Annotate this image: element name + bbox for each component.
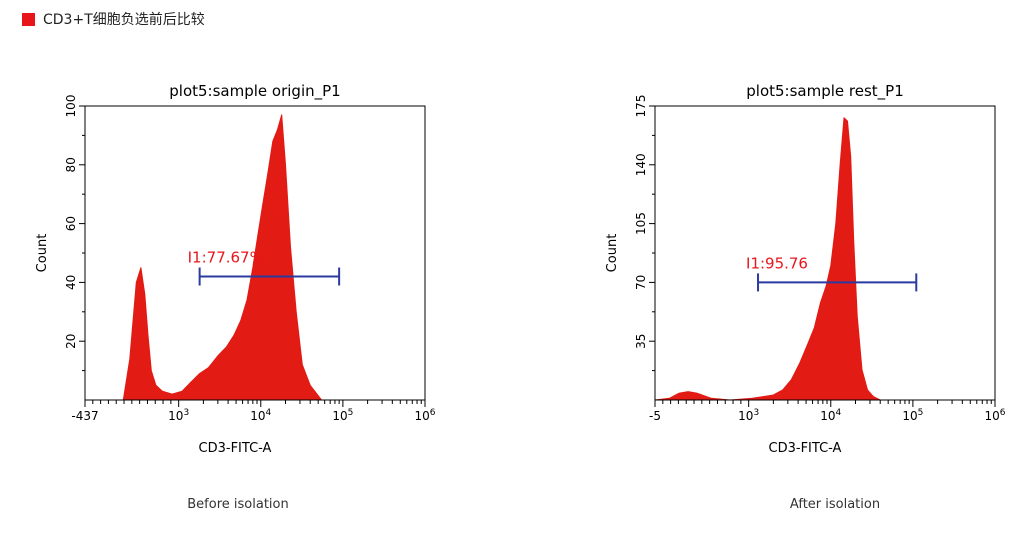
section-header: CD3+T细胞负选前后比较 (22, 8, 205, 30)
gate-label: I1:95.76 (746, 254, 808, 272)
x-tick-label: 104 (250, 408, 271, 423)
x-tick-label: 106 (984, 408, 1005, 423)
y-tick-label: 175 (634, 95, 648, 118)
histogram-area (84, 114, 323, 401)
y-tick-label: 40 (64, 275, 78, 290)
caption-before: Before isolation (187, 497, 289, 512)
y-axis-label: Count (605, 234, 620, 273)
histogram-before: plot5:sample origin_P1 20 40 60 80 100 Count -4… (20, 70, 460, 470)
section-title: CD3+T细胞负选前后比较 (43, 12, 205, 28)
gate-label: I1:77.67% (188, 249, 264, 267)
y-tick-label: 100 (64, 95, 78, 118)
y-tick-label: 35 (634, 334, 648, 349)
chart-title: plot5:sample origin_P1 (169, 82, 340, 101)
x-tick-label: 105 (332, 408, 353, 423)
y-axis-label: Count (35, 234, 50, 273)
x-axis-label: CD3-FITC-A (199, 441, 272, 456)
x-tick-label: 104 (820, 408, 841, 423)
histogram-area (654, 117, 881, 401)
y-tick-label: 80 (64, 157, 78, 172)
y-tick-label: 60 (64, 216, 78, 231)
y-tick-label: 70 (634, 275, 648, 290)
caption-after: After isolation (789, 497, 881, 512)
histogram-after: plot5:sample rest_P1 35 70 105 140 175 Count -5… (590, 70, 1030, 470)
red-square-icon (22, 12, 35, 26)
y-tick-label: 20 (64, 334, 78, 349)
y-tick-label: 105 (634, 212, 648, 235)
x-tick-label: 103 (168, 408, 189, 423)
chart-title: plot5:sample rest_P1 (746, 82, 904, 101)
y-tick-label: 140 (634, 153, 648, 176)
x-tick-label: 106 (414, 408, 435, 423)
x-tick-label: -437 (71, 409, 98, 423)
histogram-after-svg: plot5:sample rest_P1 35 70 105 140 175 Count -5… (605, 82, 1006, 456)
x-axis-label: CD3-FITC-A (769, 441, 842, 456)
x-tick-label: 105 (902, 408, 923, 423)
x-tick-label: 103 (738, 408, 759, 423)
x-tick-label: -5 (649, 409, 661, 423)
histogram-before-svg: plot5:sample origin_P1 20 40 60 80 100 Count -4… (35, 82, 436, 456)
